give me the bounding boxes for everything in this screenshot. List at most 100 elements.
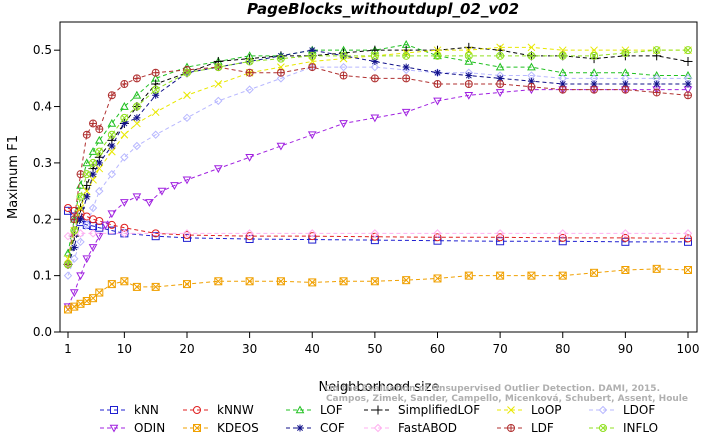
data-point: [88, 244, 98, 252]
data-point: [507, 406, 515, 414]
data-point: [151, 79, 161, 89]
x-tick-label: 1: [64, 342, 72, 356]
data-point: [245, 277, 254, 286]
data-point: [193, 424, 201, 432]
data-point: [132, 102, 141, 111]
data-point: [276, 74, 286, 83]
data-point: [464, 46, 473, 55]
data-point: [496, 271, 505, 280]
legend-item-ldof: LDOF: [589, 403, 655, 417]
data-point: [590, 268, 599, 277]
data-point: [433, 69, 441, 77]
data-point: [370, 229, 380, 238]
data-point: [621, 266, 630, 274]
data-point: [558, 271, 567, 280]
credit-authors: Campos, Zimek, Sander, Campello, Micenko…: [326, 394, 688, 404]
data-point: [433, 274, 442, 283]
legend-label: kNNW: [217, 403, 254, 417]
data-point: [107, 147, 116, 156]
data-point: [214, 80, 223, 88]
data-point: [95, 164, 104, 173]
legend-item-knnw: kNNW: [183, 403, 254, 417]
data-point: [63, 231, 73, 241]
data-point: [307, 131, 317, 140]
data-point: [276, 54, 285, 63]
legend-label: ODIN: [134, 421, 165, 434]
legend-item-inflo: INFLO: [589, 421, 658, 434]
legend-label: LDF: [531, 421, 554, 434]
data-point: [495, 62, 505, 71]
data-point: [245, 57, 254, 66]
data-point: [108, 142, 116, 150]
data-point: [527, 62, 536, 71]
legend-item-kdeos: KDEOS: [183, 421, 259, 434]
data-point: [70, 226, 79, 235]
x-tick-label: 30: [242, 342, 257, 356]
legend-label: LOF: [320, 403, 343, 417]
data-point: [370, 232, 379, 241]
series-lof: [63, 40, 693, 257]
chart-title: PageBlocks_withoutdupl_02_v02: [247, 0, 519, 18]
data-point: [370, 51, 379, 60]
data-point: [132, 90, 142, 99]
data-point: [94, 232, 104, 241]
series-ldof: [63, 62, 693, 280]
data-point: [652, 51, 662, 61]
data-point: [64, 206, 72, 215]
data-point: [145, 199, 154, 207]
data-point: [621, 85, 630, 94]
data-point: [370, 62, 380, 72]
data-point: [95, 125, 104, 134]
data-point: [107, 280, 116, 289]
x-tick-label: 80: [555, 342, 570, 356]
data-point: [245, 68, 254, 77]
data-point: [496, 80, 505, 88]
data-point: [76, 192, 85, 201]
data-point: [652, 46, 661, 55]
data-point: [245, 153, 254, 162]
data-point: [214, 277, 223, 286]
data-point: [308, 278, 317, 287]
data-point: [373, 405, 383, 415]
legend-item-simplifiedlof: SimplifiedLOF: [364, 403, 480, 417]
data-point: [433, 233, 442, 242]
data-point: [402, 276, 411, 285]
data-point: [151, 108, 160, 117]
data-point: [95, 147, 104, 156]
data-point: [433, 80, 442, 88]
data-point: [465, 72, 473, 80]
data-point: [63, 271, 73, 280]
data-point: [120, 199, 129, 207]
series-line: [67, 66, 688, 276]
data-point: [193, 406, 201, 414]
data-point: [88, 147, 98, 155]
data-point: [110, 406, 118, 414]
legend-label: INFLO: [623, 421, 658, 434]
data-point: [109, 424, 119, 433]
data-point: [120, 153, 129, 162]
series-inflo: [64, 46, 692, 269]
series-ldf: [64, 63, 692, 269]
data-point: [245, 85, 254, 94]
data-point: [151, 282, 160, 291]
data-point: [95, 288, 104, 297]
legend-item-odin: ODIN: [100, 421, 165, 434]
data-point: [433, 97, 442, 106]
data-point: [151, 130, 160, 139]
data-point: [182, 176, 192, 185]
data-point: [433, 46, 442, 55]
data-point: [559, 80, 567, 88]
data-point: [152, 91, 160, 99]
data-point: [120, 229, 129, 238]
data-point: [308, 232, 317, 241]
data-point: [76, 272, 85, 281]
y-tick-label: 0.0: [33, 325, 52, 339]
data-point: [370, 277, 379, 286]
x-tick-label: 90: [618, 342, 633, 356]
data-point: [70, 254, 79, 263]
legend-item-fastabod: FastABOD: [364, 421, 457, 434]
data-point: [339, 51, 348, 60]
data-point: [151, 85, 160, 94]
